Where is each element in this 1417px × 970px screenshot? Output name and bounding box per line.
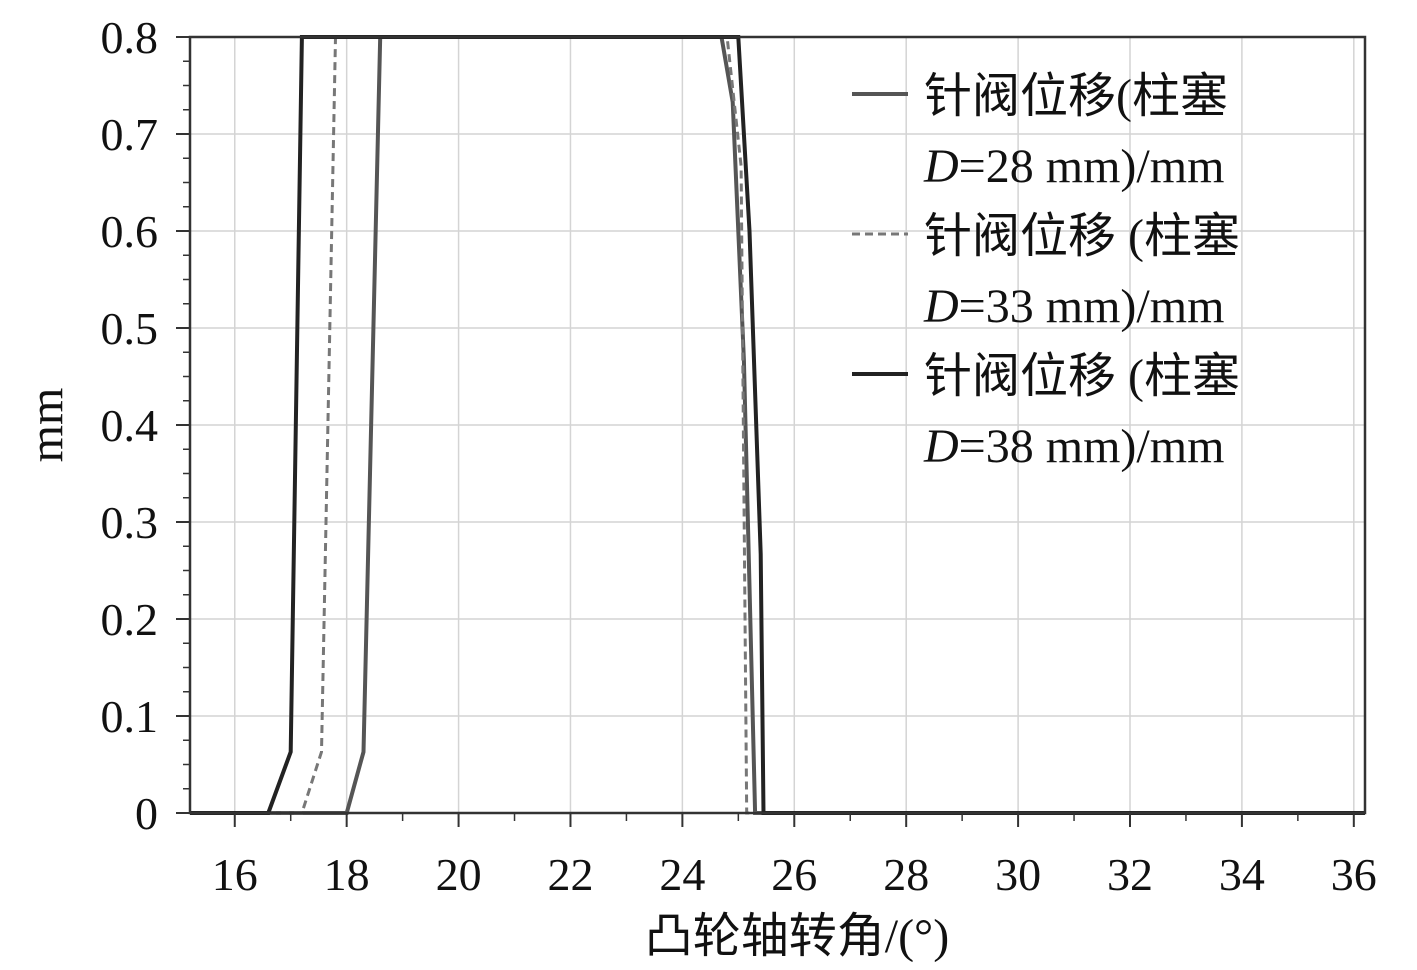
legend-label-1-italic: D xyxy=(923,140,959,193)
y-tick-labels: 0 0.1 0.2 0.3 0.4 0.5 0.6 0.7 0.8 xyxy=(101,12,159,839)
legend-entry-3: 针阀位移 (柱塞 D=38 mm)/mm xyxy=(852,350,1240,473)
legend-label-2-italic: D xyxy=(923,280,959,333)
legend-entry-1: 针阀位移(柱塞 D=28 mm)/mm xyxy=(852,70,1228,193)
y-tick-label-8: 0.8 xyxy=(101,12,159,63)
ticks xyxy=(176,36,1355,827)
x-tick-label-7: 30 xyxy=(995,849,1041,900)
y-axis-title: mm xyxy=(20,388,73,463)
legend-label-3-line2: D=38 mm)/mm xyxy=(923,420,1224,473)
x-axis-title: 凸轮轴转角/(°) xyxy=(645,910,950,963)
legend-label-2-line1: 针阀位移 (柱塞 xyxy=(924,210,1240,263)
legend: 针阀位移(柱塞 D=28 mm)/mm 针阀位移 (柱塞 D=33 mm)/mm… xyxy=(852,70,1240,473)
legend-label-1-line2: D=28 mm)/mm xyxy=(923,140,1224,193)
x-tick-label-9: 34 xyxy=(1219,849,1265,900)
y-tick-label-2: 0.2 xyxy=(101,594,159,645)
y-tick-label-0: 0 xyxy=(135,788,158,839)
y-tick-label-7: 0.7 xyxy=(101,109,159,160)
legend-entry-2: 针阀位移 (柱塞 D=33 mm)/mm xyxy=(852,210,1240,333)
x-tick-label-0: 16 xyxy=(212,849,258,900)
y-tick-label-4: 0.4 xyxy=(101,400,159,451)
legend-label-3-italic: D xyxy=(923,420,959,473)
x-tick-labels: 16 18 20 22 24 26 28 30 32 34 36 xyxy=(212,849,1377,900)
y-tick-label-5: 0.5 xyxy=(101,303,159,354)
legend-label-3-line1: 针阀位移 (柱塞 xyxy=(924,350,1240,403)
legend-label-3-rest: =38 mm)/mm xyxy=(959,420,1225,473)
x-tick-label-3: 22 xyxy=(547,849,593,900)
legend-label-2-rest: =33 mm)/mm xyxy=(959,280,1225,333)
legend-label-1-rest: =28 mm)/mm xyxy=(959,140,1225,193)
x-tick-label-4: 24 xyxy=(659,849,705,900)
legend-label-2-line2: D=33 mm)/mm xyxy=(923,280,1224,333)
y-tick-label-6: 0.6 xyxy=(101,206,159,257)
y-tick-label-1: 0.1 xyxy=(101,691,159,742)
x-tick-label-6: 28 xyxy=(883,849,929,900)
legend-label-1-line1: 针阀位移(柱塞 xyxy=(924,70,1228,123)
x-tick-label-8: 32 xyxy=(1107,849,1153,900)
x-tick-label-2: 20 xyxy=(436,849,482,900)
x-tick-label-1: 18 xyxy=(324,849,370,900)
x-tick-label-10: 36 xyxy=(1331,849,1377,900)
x-tick-label-5: 26 xyxy=(771,849,817,900)
y-tick-label-3: 0.3 xyxy=(101,497,159,548)
